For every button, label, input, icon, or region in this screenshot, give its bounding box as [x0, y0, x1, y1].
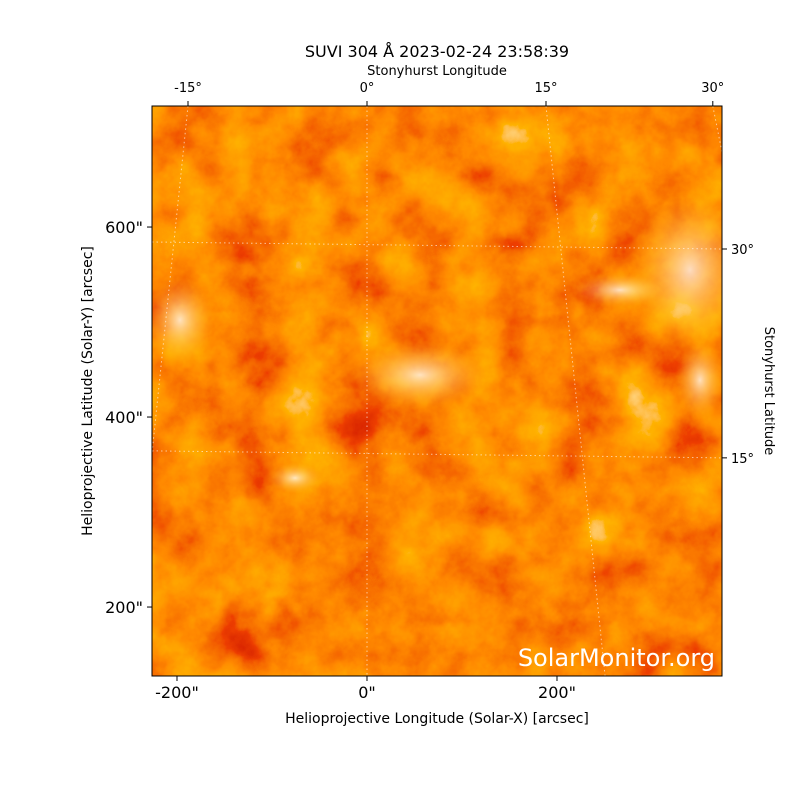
y-axis-label: Helioprojective Latitude (Solar-Y) [arcs… [80, 246, 96, 536]
x-tick-label: 200" [538, 683, 576, 702]
grid-line [152, 450, 722, 459]
x-tick-label: -200" [155, 683, 199, 702]
solar-image [152, 106, 722, 676]
x-tick-label: 0" [358, 683, 376, 702]
y2-axis-label: Stonyhurst Latitude [761, 327, 776, 456]
x2-axis-label: Stonyhurst Longitude [367, 64, 507, 79]
grid-line [152, 241, 722, 250]
x-axis-label: Helioprojective Longitude (Solar-X) [arc… [285, 711, 589, 727]
x2-tick-label: 15° [534, 81, 557, 96]
y-tick-label: 600" [105, 218, 143, 237]
x2-tick-label: 0° [360, 81, 375, 96]
grid-line [152, 106, 189, 459]
grid-line [545, 106, 606, 676]
watermark: SolarMonitor.org [518, 644, 715, 672]
y-tick-label: 400" [105, 408, 143, 427]
y-tick-label: 200" [105, 598, 143, 617]
grid-line [712, 106, 722, 155]
axes-frame [151, 105, 723, 677]
x2-tick-label: 30° [701, 81, 724, 96]
chart-title: SUVI 304 Å 2023-02-24 23:58:39 [305, 42, 569, 61]
y2-tick-label: 30° [731, 243, 754, 258]
y2-tick-label: 15° [731, 452, 754, 467]
x2-tick-label: -15° [174, 81, 202, 96]
